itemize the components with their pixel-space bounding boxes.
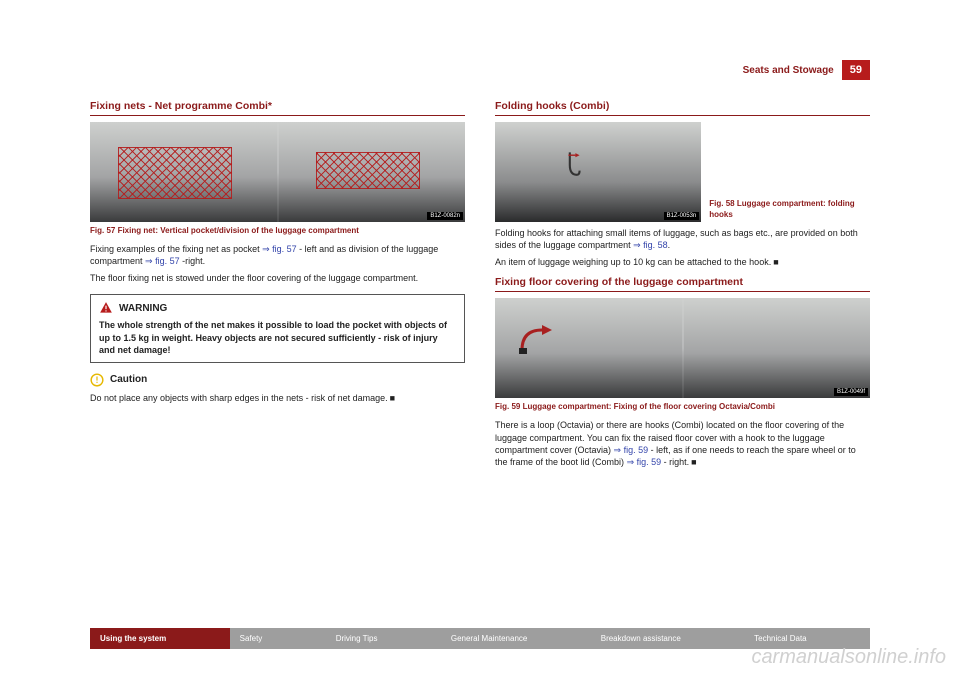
text: -right. (180, 256, 206, 266)
text: Do not place any objects with sharp edge… (90, 393, 388, 403)
figure-59-caption: Fig. 59 Luggage compartment: Fixing of t… (495, 402, 870, 411)
figure-59-left (495, 298, 682, 398)
paragraph: An item of luggage weighing up to 10 kg … (495, 256, 870, 268)
figure-ref-tag: B1Z-0053n (664, 212, 700, 220)
heading-fixing-nets: Fixing nets - Net programme Combi* (90, 100, 465, 116)
loop-arrow-icon (517, 320, 557, 360)
section-title: Seats and Stowage (743, 65, 834, 76)
text: Folding hooks for attaching small items … (495, 228, 858, 250)
figure-58-row: B1Z-0053n Fig. 58 Luggage compartment: f… (495, 122, 870, 222)
cross-ref-link[interactable]: ⇒ fig. 58 (633, 240, 668, 250)
tab-breakdown[interactable]: Breakdown assistance (591, 628, 744, 649)
paragraph: Folding hooks for attaching small items … (495, 227, 870, 251)
paragraph: The floor fixing net is stowed under the… (90, 272, 465, 284)
paragraph: Fixing examples of the fixing net as poc… (90, 243, 465, 267)
paragraph: There is a loop (Octavia) or there are h… (495, 419, 870, 468)
end-square-icon: ■ (691, 457, 696, 467)
figure-59-right: B1Z-0049f (684, 298, 871, 398)
cross-ref-link[interactable]: ⇒ fig. 59 (614, 445, 649, 455)
end-square-icon: ■ (773, 257, 778, 267)
text: - right. (661, 457, 689, 467)
end-square-icon: ■ (390, 393, 395, 403)
figure-57: B1Z-0082n (90, 122, 465, 222)
warning-triangle-icon (99, 301, 113, 315)
tab-using-system[interactable]: Using the system (90, 628, 230, 649)
figure-57-right: B1Z-0082n (279, 122, 466, 222)
tab-safety[interactable]: Safety (230, 628, 326, 649)
text: . (668, 240, 671, 250)
tab-technical-data[interactable]: Technical Data (744, 628, 870, 649)
cross-ref-link[interactable]: ⇒ fig. 57 (262, 244, 297, 254)
caution-circle-icon (90, 373, 104, 387)
figure-ref-tag: B1Z-0082n (427, 212, 463, 220)
warning-title: WARNING (119, 303, 167, 314)
heading-floor-covering: Fixing floor covering of the luggage com… (495, 276, 870, 292)
text: Fixing examples of the fixing net as poc… (90, 244, 262, 254)
page-number: 59 (842, 60, 870, 80)
manual-page: Seats and Stowage 59 Fixing nets - Net p… (0, 0, 960, 679)
text: An item of luggage weighing up to 10 kg … (495, 257, 771, 267)
figure-57-caption: Fig. 57 Fixing net: Vertical pocket/divi… (90, 226, 465, 235)
tab-driving-tips[interactable]: Driving Tips (326, 628, 441, 649)
tab-general-maintenance[interactable]: General Maintenance (441, 628, 591, 649)
warning-box: WARNING The whole strength of the net ma… (90, 294, 465, 362)
figure-57-left (90, 122, 277, 222)
nav-tabs: Using the system Safety Driving Tips Gen… (90, 628, 870, 649)
figure-58-caption: Fig. 58 Luggage compartment: folding hoo… (709, 199, 859, 220)
heading-folding-hooks: Folding hooks (Combi) (495, 100, 870, 116)
caution-title-row: Caution (90, 373, 465, 387)
warning-title-row: WARNING (99, 301, 456, 315)
cross-ref-link[interactable]: ⇒ fig. 57 (145, 256, 180, 266)
net-overlay-icon (316, 152, 421, 189)
figure-59: B1Z-0049f (495, 298, 870, 398)
caution-body: Do not place any objects with sharp edge… (90, 392, 465, 404)
net-overlay-icon (118, 147, 232, 199)
right-column: Folding hooks (Combi) B1Z-0053n Fig. 58 … (495, 92, 870, 628)
cross-ref-link[interactable]: ⇒ fig. 59 (627, 457, 662, 467)
page-header: Seats and Stowage 59 (90, 60, 870, 80)
figure-ref-tag: B1Z-0049f (834, 388, 868, 396)
hook-icon (567, 150, 581, 180)
caution-title: Caution (110, 374, 147, 385)
figure-58: B1Z-0053n (495, 122, 701, 222)
page-content: Fixing nets - Net programme Combi* B1Z-0… (90, 92, 870, 628)
warning-body: The whole strength of the net makes it p… (99, 319, 456, 355)
left-column: Fixing nets - Net programme Combi* B1Z-0… (90, 92, 465, 628)
